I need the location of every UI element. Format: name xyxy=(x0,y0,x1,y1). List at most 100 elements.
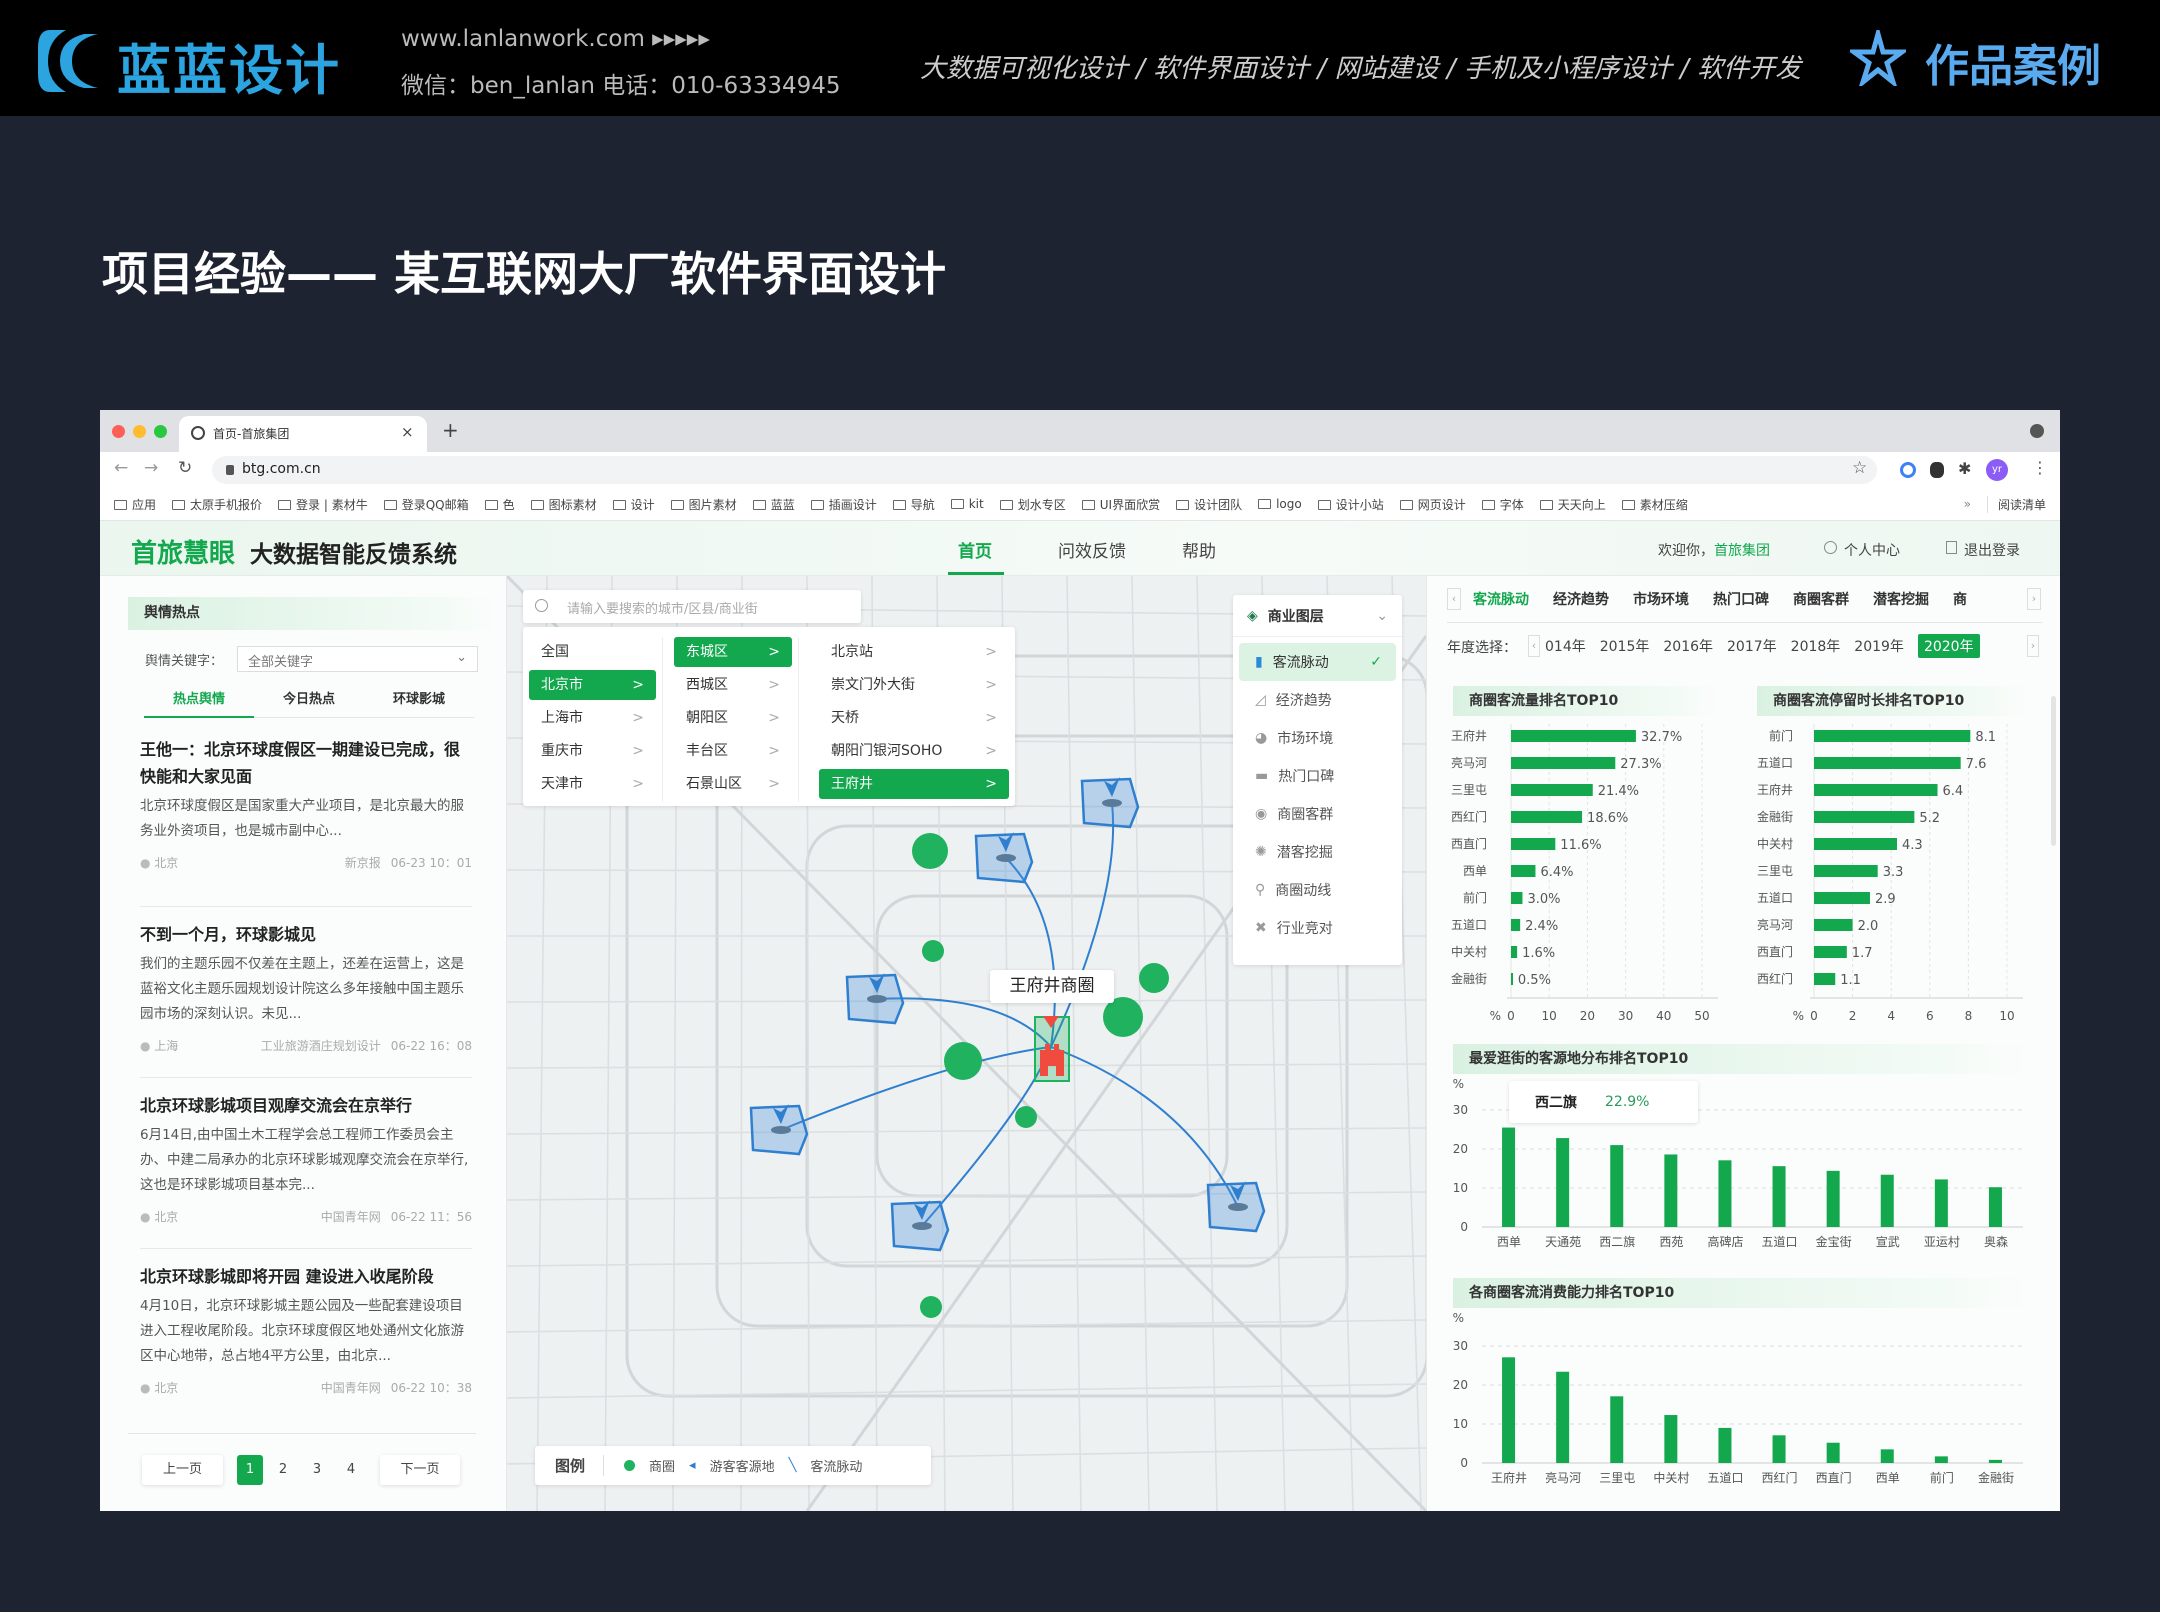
visitor-source-area[interactable] xyxy=(890,1200,950,1252)
bookmark-item[interactable]: 插画设计 xyxy=(810,496,877,513)
bar[interactable] xyxy=(1511,865,1536,877)
analysis-tab[interactable]: 商圈客群 xyxy=(1793,592,1849,608)
cascader-option[interactable]: 天桥 > xyxy=(819,703,1009,733)
next-page-button[interactable]: 下一页 xyxy=(380,1455,460,1485)
cascader-option[interactable]: 上海市 > xyxy=(529,703,656,733)
back-icon[interactable]: ← xyxy=(114,458,129,478)
nav-feedback[interactable]: 问效反馈 xyxy=(1058,542,1126,562)
bar[interactable] xyxy=(1814,892,1870,904)
bar[interactable] xyxy=(1814,919,1853,931)
year-option[interactable]: 2016年 xyxy=(1663,639,1714,655)
cascader-option[interactable]: 丰台区 > xyxy=(674,736,792,766)
bookmark-item[interactable]: 素材压缩 xyxy=(1621,496,1688,513)
bookmark-star-icon[interactable]: ☆ xyxy=(1852,458,1868,478)
bar[interactable] xyxy=(1814,757,1961,769)
bookmark-item[interactable]: 网页设计 xyxy=(1399,496,1466,513)
tabs-next-button[interactable]: › xyxy=(2027,588,2041,610)
tab-universal[interactable]: 环球影城 xyxy=(392,692,445,707)
bar[interactable] xyxy=(1511,757,1616,769)
bar[interactable] xyxy=(1511,838,1556,850)
bar[interactable] xyxy=(1502,1357,1516,1463)
bar[interactable] xyxy=(1814,838,1897,850)
analysis-tab[interactable]: 潜客挖掘 xyxy=(1873,592,1929,608)
layer-item[interactable]: ▬ 热门口碑 xyxy=(1239,757,1396,795)
bar[interactable] xyxy=(1934,1456,1948,1463)
bookmark-item[interactable]: 太原手机报价 xyxy=(172,496,262,513)
visitor-source-area[interactable] xyxy=(845,973,905,1025)
bar[interactable] xyxy=(1880,1174,1894,1227)
year-prev-button[interactable]: ‹ xyxy=(1528,635,1540,657)
tab-hot-news[interactable]: 热点舆情 xyxy=(144,688,254,718)
year-option[interactable]: 2015年 xyxy=(1599,639,1650,655)
cascader-option[interactable]: 朝阳门银河SOHO > xyxy=(819,736,1009,766)
tabs-prev-button[interactable]: ‹ xyxy=(1447,588,1461,610)
new-tab-button[interactable]: + xyxy=(442,418,459,442)
maximize-window-button[interactable] xyxy=(154,425,167,438)
bar[interactable] xyxy=(1814,811,1915,823)
bar[interactable] xyxy=(1511,892,1523,904)
bar[interactable] xyxy=(1610,1145,1624,1227)
business-circle[interactable] xyxy=(1015,1106,1037,1128)
map-view[interactable]: 王府井商圈 请输入要搜索的城市/区县/商业街 全国 北京市 > 上海市 > 重庆市 > 天津市… xyxy=(507,576,1426,1511)
visitor-source-area[interactable] xyxy=(1080,777,1140,829)
cascader-option[interactable]: 朝阳区 > xyxy=(674,703,792,733)
bookmark-item[interactable]: 导航 xyxy=(892,496,935,513)
bookmark-item[interactable]: 设计团队 xyxy=(1176,496,1242,513)
bookmark-item[interactable]: 应用 xyxy=(114,496,156,513)
bookmark-item[interactable]: UI界面欣赏 xyxy=(1081,496,1160,513)
close-window-button[interactable] xyxy=(112,425,125,438)
cascader-option[interactable]: 西城区 > xyxy=(674,670,792,700)
browser-tab[interactable]: 首页-首旅集团 × xyxy=(179,416,427,452)
evernote-icon[interactable] xyxy=(1930,462,1944,478)
bar[interactable] xyxy=(1814,973,1836,985)
bar[interactable] xyxy=(1556,1371,1570,1463)
bookmark-item[interactable]: kit xyxy=(950,497,984,511)
bar[interactable] xyxy=(1988,1459,2002,1463)
visitor-source-area[interactable] xyxy=(749,1104,809,1156)
bar[interactable] xyxy=(1502,1127,1516,1227)
bar[interactable] xyxy=(1772,1166,1786,1227)
bookmark-item[interactable]: 蓝蓝 xyxy=(752,496,795,513)
bar[interactable] xyxy=(1511,946,1518,958)
wangfujing-marker[interactable] xyxy=(1034,1016,1070,1082)
url-input[interactable]: btg.com.cn ☆ xyxy=(212,456,1877,484)
bar[interactable] xyxy=(1718,1427,1732,1463)
analysis-tab[interactable]: 商 xyxy=(1953,592,1967,608)
bar[interactable] xyxy=(1511,784,1593,796)
bookmark-item[interactable]: 设计 xyxy=(612,496,655,513)
page-2[interactable]: 2 xyxy=(278,1462,288,1477)
business-circle[interactable] xyxy=(1139,963,1169,993)
bookmark-item[interactable]: 字体 xyxy=(1481,496,1524,513)
bar[interactable] xyxy=(1511,919,1521,931)
layer-item[interactable]: ✺ 潜客挖掘 xyxy=(1239,833,1396,871)
logout-link[interactable]: 退出登录 xyxy=(1964,543,2020,559)
kebab-menu-icon[interactable]: ⋮ xyxy=(2032,458,2048,477)
bar[interactable] xyxy=(1934,1179,1948,1227)
cascader-option[interactable]: 崇文门外大街 > xyxy=(819,670,1009,700)
reading-list[interactable]: 阅读清单 xyxy=(1986,495,2046,513)
bookmarks-more[interactable]: » xyxy=(1963,497,1971,511)
profile-link[interactable]: 个人中心 xyxy=(1844,543,1900,559)
layer-item[interactable]: ✖ 行业竞对 xyxy=(1239,909,1396,947)
page-1[interactable]: 1 xyxy=(237,1455,263,1485)
cascader-option[interactable]: 北京市 > xyxy=(529,670,656,700)
bookmark-item[interactable]: 色 xyxy=(484,496,515,513)
bar[interactable] xyxy=(1814,730,1971,742)
analysis-tab[interactable]: 客流脉动 xyxy=(1473,592,1529,608)
page-3[interactable]: 3 xyxy=(312,1462,322,1477)
bookmark-item[interactable]: logo xyxy=(1258,497,1302,511)
tab-close-icon[interactable]: × xyxy=(401,423,414,441)
business-circle[interactable] xyxy=(944,1042,982,1080)
cascader-option[interactable]: 王府井 > xyxy=(819,769,1009,799)
bookmark-item[interactable]: 图标素材 xyxy=(530,496,597,513)
keyword-select[interactable]: 全部关键字 ⌄ xyxy=(237,646,478,672)
article-item[interactable]: 北京环球影城即将开园 建设进入收尾阶段 4月10日，北京环球影城主题公园及一些配套… xyxy=(140,1249,472,1420)
article-title[interactable]: 王他一：北京环球度假区一期建设已完成，很快能和大家见面 xyxy=(140,740,461,786)
visitor-source-area[interactable] xyxy=(1206,1181,1266,1233)
puzzle-icon[interactable]: ✱ xyxy=(1958,459,1972,478)
analysis-tab[interactable]: 市场环境 xyxy=(1633,592,1689,608)
article-item[interactable]: 不到一个月，环球影城见 我们的主题乐园不仅差在主题上，还差在运营上，这是蓝裕文化主… xyxy=(140,907,472,1078)
tab-today-hot[interactable]: 今日热点 xyxy=(282,692,335,707)
bar[interactable] xyxy=(1610,1396,1624,1463)
year-option[interactable]: 2019年 xyxy=(1854,639,1904,655)
